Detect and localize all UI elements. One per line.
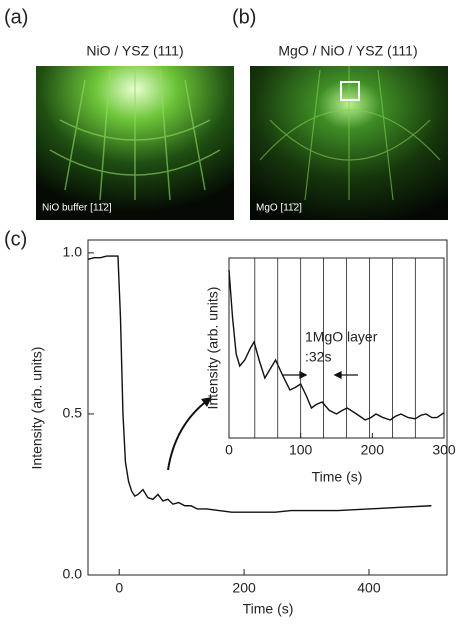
- annotation: 1MgO layer: [305, 329, 378, 345]
- annotation: :32s: [305, 349, 331, 365]
- image-title: NiO / YSZ (111): [86, 43, 183, 59]
- inset-x-tick-label: 300: [432, 442, 456, 458]
- plot-frame: [87, 239, 448, 576]
- x-axis-label: Time (s): [243, 601, 294, 617]
- data-line: [87, 255, 432, 513]
- inset-x-tick-label: 200: [361, 442, 385, 458]
- x-tick-label: 200: [232, 580, 256, 596]
- y-axis-label: Intensity (arb. units): [29, 347, 45, 470]
- y-tick-label: 0.0: [63, 566, 83, 582]
- inset-y-label: Intensity (arb. units): [205, 287, 221, 410]
- data-line: [228, 269, 445, 421]
- panel-label: (c): [4, 228, 27, 250]
- panel-label: (a): [4, 6, 28, 28]
- rheed-image: [36, 66, 234, 220]
- panel-label: (b): [232, 6, 256, 28]
- arrows: [167, 370, 358, 471]
- x-tick-label: 400: [357, 580, 381, 596]
- rheed-image: [250, 66, 448, 220]
- y-tick-label: 0.5: [63, 405, 83, 421]
- inset-x-tick-label: 0: [225, 442, 233, 458]
- inset-x-label: Time (s): [312, 469, 363, 485]
- image-note: MgO [11̄2]: [256, 203, 302, 214]
- y-tick-label: 1.0: [63, 244, 83, 260]
- inset-x-tick-label: 100: [289, 442, 313, 458]
- image-title: MgO / NiO / YSZ (111): [278, 43, 417, 59]
- x-tick-label: 0: [115, 580, 123, 596]
- inset-frame: [228, 257, 445, 439]
- image-note: NiO buffer [11̄2]: [42, 203, 112, 214]
